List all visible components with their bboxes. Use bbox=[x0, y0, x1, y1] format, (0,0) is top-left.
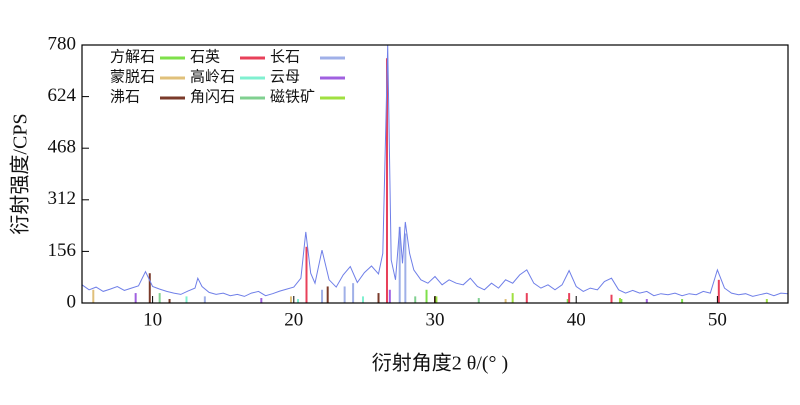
legend-label: 方解石 bbox=[110, 48, 155, 65]
x-tick-label: 20 bbox=[284, 309, 303, 330]
y-tick-label: 468 bbox=[48, 137, 77, 158]
y-axis-label: 衍射强度/CPS bbox=[9, 113, 32, 234]
legend-label: 磁铁矿 bbox=[270, 88, 315, 105]
x-tick-label: 40 bbox=[567, 309, 586, 330]
legend-label: 云母 bbox=[270, 68, 300, 85]
legend-label: 石英 bbox=[190, 47, 220, 65]
y-tick-label: 624 bbox=[48, 85, 77, 106]
x-axis-label: 衍射角度2 θ/(° ) bbox=[372, 352, 508, 375]
legend-label: 蒙脱石 bbox=[110, 68, 155, 85]
plot-frame bbox=[81, 44, 789, 304]
legend-label: 高岭石 bbox=[190, 68, 235, 85]
x-tick-label: 50 bbox=[708, 309, 727, 330]
xrd-pattern bbox=[81, 44, 789, 297]
x-tick-label: 30 bbox=[426, 309, 445, 330]
legend-label: 沸石 bbox=[110, 88, 140, 105]
y-tick-label: 0 bbox=[67, 291, 77, 312]
y-tick-label: 312 bbox=[48, 188, 77, 209]
y-tick-label: 780 bbox=[48, 33, 77, 54]
y-tick-label: 156 bbox=[48, 240, 77, 261]
legend-label: 角闪石 bbox=[190, 88, 235, 105]
legend-label: 长石 bbox=[270, 48, 300, 65]
x-tick-label: 10 bbox=[143, 309, 162, 330]
